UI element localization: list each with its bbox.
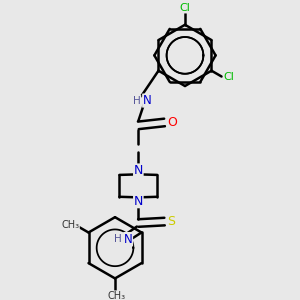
Text: CH₃: CH₃ xyxy=(61,220,79,230)
Text: Cl: Cl xyxy=(224,71,234,82)
Text: H: H xyxy=(114,234,122,244)
Text: O: O xyxy=(167,116,177,129)
Text: N: N xyxy=(134,195,143,208)
Text: N: N xyxy=(124,232,133,246)
Text: N: N xyxy=(143,94,152,107)
Text: CH₃: CH₃ xyxy=(107,291,125,300)
Text: H: H xyxy=(133,96,141,106)
Text: Cl: Cl xyxy=(179,3,191,13)
Text: S: S xyxy=(167,215,175,228)
Text: N: N xyxy=(134,164,143,177)
